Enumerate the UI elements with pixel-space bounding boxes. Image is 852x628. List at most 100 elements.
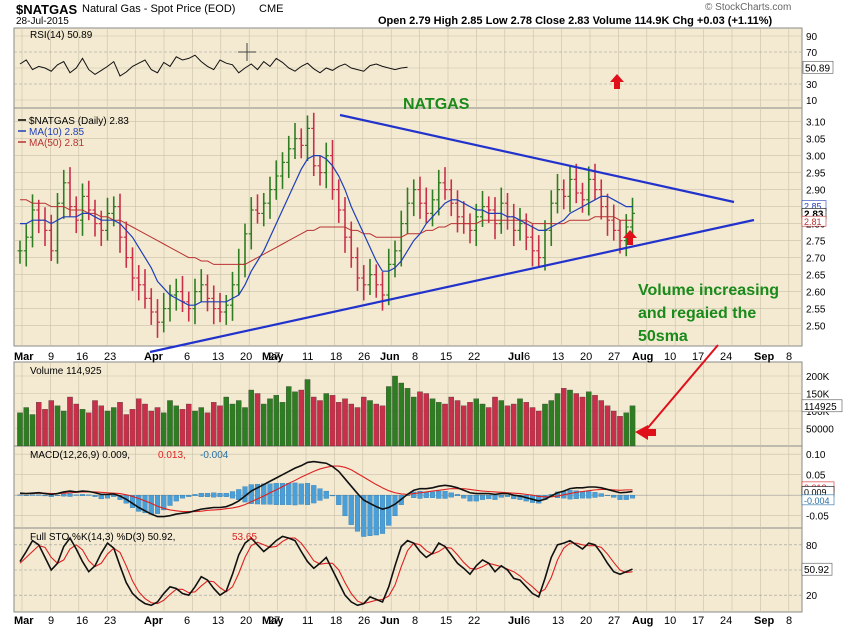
volume-bar (492, 396, 498, 447)
price-tick-label: 2.65 (806, 271, 826, 282)
macd-histogram-bar (254, 483, 261, 505)
stochastic-k-line (19, 535, 633, 607)
volume-bar (117, 402, 123, 447)
macd-histogram-bar (154, 495, 161, 514)
macd-histogram-bar (36, 494, 42, 496)
price-tick-label: 3.00 (806, 152, 826, 163)
x-axis-tick-label: 17 (692, 615, 704, 627)
x-axis-tick-label: 17 (692, 351, 704, 363)
macd-histogram-bar (61, 493, 67, 497)
volume-pointer-line (645, 344, 719, 431)
macd-histogram-bar (586, 491, 592, 499)
volume-bar (398, 382, 404, 447)
price-tick-label: 2.60 (806, 288, 826, 299)
macd-histogram-bar (298, 483, 304, 505)
macd-histogram-bar (473, 495, 479, 502)
x-axis-tick-label: 20 (240, 351, 252, 363)
volume-bar (479, 403, 486, 447)
x-axis-tick-label: 24 (720, 351, 732, 363)
macd-histogram-bar (111, 495, 117, 497)
volume-bar (98, 405, 105, 447)
lower-trendline (149, 218, 755, 354)
symbol-title: $NATGAS (16, 2, 78, 17)
macd-histogram-bar (236, 489, 242, 500)
macd-histogram-bar (104, 495, 111, 499)
x-axis-tick-label: 8 (412, 351, 418, 363)
volume-bar (217, 405, 223, 447)
x-axis-tick-label: 8 (412, 615, 418, 627)
macd-histogram-bar (48, 495, 54, 497)
volume-bar (554, 393, 561, 447)
volume-annotation-line-1: Volume increasing (638, 282, 779, 299)
x-axis-tick-label: 26 (358, 351, 370, 363)
volume-bar (135, 398, 142, 447)
rsi-tick-label: 30 (806, 80, 818, 91)
macd-histogram-bar (23, 495, 29, 496)
volume-bar (623, 412, 630, 447)
macd-last-value-label: 0.009 (804, 488, 827, 498)
volume-last-value-label: 114925 (804, 402, 837, 413)
volume-bar (517, 398, 523, 447)
volume-bar (192, 410, 198, 447)
volume-bar (611, 410, 617, 447)
volume-bar (73, 403, 80, 447)
x-axis-tick-label: Jul (508, 351, 524, 363)
macd-histogram-bar (461, 495, 467, 499)
volume-bar (160, 412, 167, 447)
macd-histogram-bar (73, 494, 79, 496)
volume-bar (379, 405, 386, 447)
volume-bar (242, 407, 248, 447)
volume-bar (154, 407, 161, 447)
stochastic-label: Full STO %K(14,3) %D(3) 50.92, (30, 532, 175, 543)
macd-histogram-bar (598, 493, 604, 497)
volume-bar (148, 410, 154, 447)
macd-histogram-bar (54, 495, 61, 496)
x-axis-tick-label: Jul (508, 615, 524, 627)
macd-histogram-bar (448, 492, 454, 498)
volume-bar (298, 389, 304, 447)
macd-histogram-bar (204, 492, 211, 497)
volume-bar (529, 407, 536, 447)
volume-label: Volume 114,925 (30, 366, 102, 377)
macd-histogram-bar (186, 495, 192, 497)
macd-histogram-bar (367, 495, 373, 536)
volume-bar (504, 405, 511, 447)
x-axis-tick-label: 9 (48, 351, 54, 363)
volume-last-value-box (801, 399, 843, 413)
price-tick-label: 2.75 (806, 237, 826, 248)
rsi-series-line (19, 54, 408, 77)
macd-histogram-bar (192, 494, 198, 497)
x-axis-tick-label: Jun (380, 351, 400, 363)
x-axis-tick-label: 16 (76, 615, 88, 627)
volume-bar (348, 403, 354, 447)
volume-bar (129, 409, 136, 447)
volume-bar (329, 395, 336, 447)
rsi-tick-label: 90 (806, 32, 818, 43)
macd-histogram-bar (492, 495, 498, 500)
volume-bar (173, 405, 179, 447)
macd-histogram-bar (142, 495, 148, 514)
x-axis-tick-label: 6 (184, 615, 190, 627)
macd-label: MACD(12,26,9) 0.009, (30, 450, 130, 461)
x-axis-tick-label: 22 (468, 615, 480, 627)
price-up-arrow-icon (623, 230, 637, 245)
volume-bar (279, 402, 286, 447)
x-axis-tick-label: 8 (786, 351, 792, 363)
x-axis-tick-label: 6 (524, 615, 530, 627)
volume-bar (467, 402, 473, 447)
macd-histogram-bar (623, 495, 629, 500)
volume-bar (423, 393, 429, 447)
macd-histogram-bar (248, 484, 254, 504)
volume-bar (510, 403, 517, 447)
x-axis-tick-label: 11 (302, 351, 313, 363)
macd-histogram-bar (611, 495, 617, 498)
x-axis-tick-label: 13 (552, 351, 564, 363)
volume-bar (185, 403, 192, 447)
macd-histogram-bar (17, 494, 23, 496)
volume-tick-label: 50000 (806, 425, 834, 436)
macd-histogram-bar (504, 495, 511, 497)
ohlc-summary: Open 2.79 High 2.85 Low 2.78 Close 2.83 … (378, 15, 773, 27)
volume-bar (373, 403, 379, 447)
instrument-name: Natural Gas - Spot Price (EOD) (82, 3, 236, 15)
volume-bar (260, 403, 267, 447)
